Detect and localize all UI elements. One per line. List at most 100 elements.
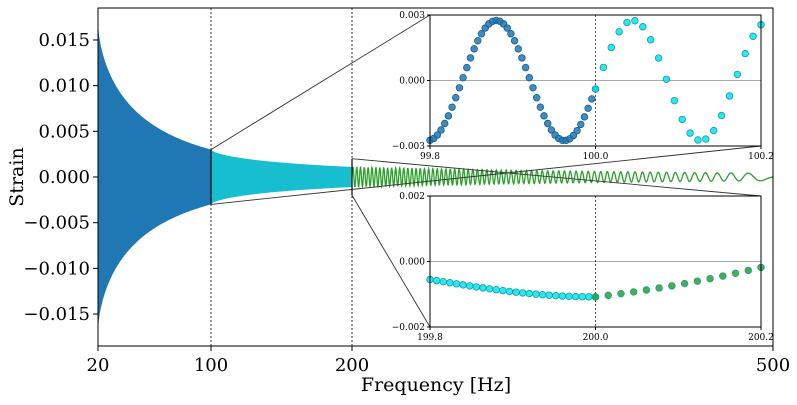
inset2-point-right: [680, 279, 689, 288]
x-tick-label: 20: [87, 355, 110, 376]
inset1-point-right: [662, 75, 671, 83]
zoom-connector-lines: [210, 14, 762, 328]
inset2-point-right: [693, 277, 702, 285]
inset2-point-right: [706, 274, 714, 283]
inset1-point-left: [452, 94, 460, 102]
inset2-point-right: [744, 266, 752, 275]
inset1-point-right: [717, 111, 726, 120]
inset2-point-left: [479, 284, 487, 292]
y-tick-label: −0.015: [23, 304, 90, 325]
inset1-point-left: [573, 126, 581, 135]
y-tick-label: −0.010: [23, 258, 90, 279]
x-tick-label: 500: [756, 355, 790, 376]
inset1-point-right: [670, 96, 679, 105]
inset1-point-left: [569, 131, 578, 140]
inset1-point-left: [503, 24, 511, 32]
inset1-x-tick-label: 99.8: [420, 152, 440, 162]
inset2-y-tick-label: 0.002: [399, 192, 425, 202]
inset2-point-right: [629, 288, 638, 296]
inset1-y-tick-label: 0.003: [399, 11, 425, 21]
inset1-point-left: [521, 63, 530, 72]
zoom-connector-200-top: [351, 158, 762, 197]
inset1-point-left: [532, 94, 541, 102]
inset1-point-left: [441, 119, 449, 128]
inset1-point-right: [607, 43, 615, 52]
inset1-point-left: [444, 112, 453, 120]
band-fill-0: [98, 23, 211, 331]
y-tick-label: 0.000: [38, 167, 90, 188]
inset2-point-right: [604, 291, 612, 300]
inset1-point-right: [591, 85, 600, 93]
inset2-point-left: [472, 283, 481, 291]
band-fill-1: [211, 149, 352, 205]
inset1-point-left: [437, 126, 445, 134]
inset2-point-left: [499, 286, 507, 295]
inset1-point-left: [525, 73, 533, 82]
inset2-point-left: [466, 282, 474, 290]
inset1-x-tick-label: 100.2: [748, 152, 774, 162]
inset1-point-left: [507, 30, 515, 38]
inset2-point-left: [532, 290, 540, 298]
inset1-point-right: [654, 54, 663, 62]
inset2-point-left: [505, 287, 514, 296]
inset2-point-left: [452, 280, 461, 288]
inset1-ticks: 99.8 100.0 100.2 −0.003 0.000 0.003: [392, 11, 774, 162]
waveform-bands: [98, 23, 774, 331]
inset2-ticks: 199.8 200.0 200.2 −0.002 0.000 0.002: [392, 192, 774, 343]
inset2-point-left: [432, 276, 441, 285]
inset1-point-right: [686, 129, 694, 137]
inset1-point-left: [474, 37, 482, 45]
inset2-point-left: [446, 279, 454, 287]
inset2-point-left: [538, 291, 547, 299]
inset2-x-tick-label: 199.8: [417, 333, 443, 343]
inset2-point-left: [518, 289, 527, 297]
inset1-point-right: [631, 17, 639, 25]
inset1-point-right: [741, 49, 749, 58]
y-tick-label: 0.005: [38, 121, 90, 142]
inset2-point-right: [731, 269, 740, 277]
inset1-content: [426, 15, 765, 146]
inset1-point-left: [514, 45, 522, 53]
y-tick-label: −0.005: [23, 213, 90, 234]
inset2-point-right: [642, 286, 651, 294]
inset2-point-left: [552, 291, 560, 300]
inset1-point-left: [459, 73, 467, 82]
inset1-point-right: [678, 115, 686, 124]
inset1-point-left: [470, 45, 478, 53]
x-axis-ticks: 20 100 200 500: [87, 346, 790, 376]
inset2-point-left: [571, 292, 580, 301]
inset1-point-right: [749, 32, 757, 40]
inset2-point-left: [578, 293, 586, 301]
y-tick-label: 0.015: [38, 30, 90, 51]
band-line-2: [351, 165, 774, 189]
inset1-point-left: [510, 37, 519, 45]
y-axis-ticks: −0.015 −0.010 −0.005 0.000 0.005 0.010 0.015: [23, 30, 98, 325]
inset2-point-left: [585, 293, 593, 301]
inset2-point-left: [565, 292, 573, 301]
inset1-point-right: [710, 126, 718, 135]
inset1-point-left: [577, 120, 585, 129]
inset2-content: [426, 196, 765, 327]
inset1-point-left: [584, 104, 592, 112]
inset-zoom-100hz: 99.8 100.0 100.2 −0.003 0.000 0.003: [392, 11, 774, 162]
inset2-x-tick-label: 200.0: [583, 333, 609, 343]
inset1-point-right: [623, 18, 631, 27]
inset1-point-right: [702, 135, 710, 143]
y-tick-label: 0.010: [38, 76, 90, 97]
inset2-point-left: [558, 292, 567, 300]
x-axis-label: Frequency [Hz]: [361, 374, 511, 396]
zoom-connector-100-top: [210, 14, 431, 150]
inset1-point-left: [547, 126, 556, 134]
inset2-x-tick-label: 200.2: [748, 333, 774, 343]
inset2-point-right: [655, 284, 663, 292]
inset1-point-left: [455, 84, 464, 92]
inset2-point-left: [545, 291, 553, 299]
inset1-point-right: [639, 23, 647, 31]
inset2-point-left: [512, 288, 520, 296]
inset1-point-right: [599, 63, 608, 72]
inset2-point-left: [525, 289, 533, 298]
inset1-x-tick-label: 100.0: [583, 152, 609, 162]
inset2-y-tick-label: 0.000: [399, 258, 425, 268]
inset1-point-right: [694, 136, 702, 144]
